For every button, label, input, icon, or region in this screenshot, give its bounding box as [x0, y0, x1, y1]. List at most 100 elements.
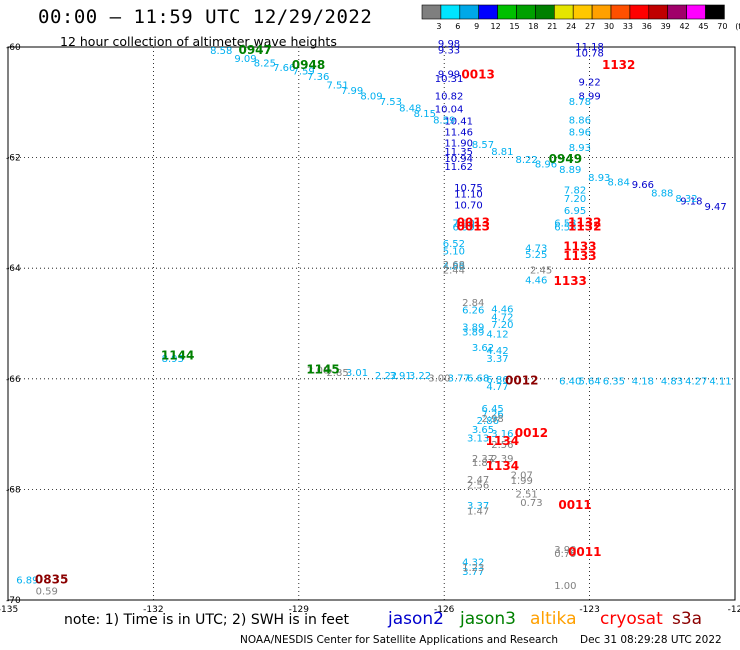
- swh-value-label: 3.37: [486, 354, 508, 365]
- satellite-legend-jason2: jason2: [388, 609, 444, 629]
- swh-value-label: 4.27: [685, 376, 707, 387]
- colorbar-tick-label: 70: [717, 22, 727, 31]
- y-tick-label: -62: [6, 154, 21, 164]
- swh-value-label: 5.10: [443, 246, 465, 257]
- colorbar-swatch: [516, 4, 536, 20]
- swh-value-label: 3.22: [409, 371, 431, 382]
- swh-value-label: 4.73: [525, 244, 547, 255]
- swh-value-label: 8.99: [578, 92, 600, 103]
- pass-time-label: 0013: [461, 68, 494, 82]
- swh-value-label: 2.44: [443, 266, 465, 277]
- swh-value-label: 10.31: [435, 74, 464, 85]
- swh-value-label: 11.18: [575, 42, 604, 53]
- swh-value-label: 3.99: [554, 545, 576, 556]
- swh-value-label: 4.46: [525, 276, 547, 287]
- colorbar-tick-label: 27: [585, 22, 595, 31]
- swh-value-label: 10.70: [454, 200, 483, 211]
- x-tick-label: -123: [579, 605, 599, 615]
- y-tick-label: -60: [6, 43, 21, 53]
- swh-value-label: 7.20: [564, 194, 586, 205]
- y-tick-label: -68: [6, 485, 21, 495]
- colorbar-swatch: [421, 4, 442, 20]
- swh-value-label: 9.33: [438, 46, 460, 57]
- plot-frame: [7, 46, 736, 601]
- swh-value-label: 10.82: [435, 92, 464, 103]
- plot-area: -135 -132 -129 -126 -123 -12 -60 -62 -64 -66 -68 -7…: [0, 39, 740, 615]
- swh-value-label: 1.23: [462, 563, 484, 574]
- swh-value-label: 2.56: [491, 440, 513, 451]
- swh-value-label: 7.26: [482, 410, 504, 421]
- pass-time-label: 1133: [563, 240, 596, 254]
- footer-credit: NOAA/NESDIS Center for Satellite Applica…: [240, 634, 558, 646]
- swh-value-label: 6.26: [462, 306, 484, 317]
- pass-time-label: 1134: [486, 459, 519, 473]
- swh-value-label: 9.18: [680, 197, 702, 208]
- swh-value-label: 6.89: [16, 575, 38, 586]
- y-tick-label: -64: [6, 264, 21, 274]
- swh-value-label: 4.83: [661, 376, 683, 387]
- swh-value-label: 11.62: [444, 162, 473, 173]
- swh-value-label: 3.37: [467, 501, 489, 512]
- colorbar-swatch: [648, 4, 668, 20]
- pass-time-label: 1133: [563, 249, 596, 263]
- pass-time-label: 0948: [292, 58, 325, 72]
- colorbar-swatch: [686, 4, 706, 20]
- swh-value-label: 0.79: [554, 549, 576, 560]
- satellite-legend-jason3: jason3: [460, 609, 516, 629]
- swh-value-label: 4.88: [443, 261, 465, 272]
- x-tick-label: -12: [728, 605, 740, 615]
- colorbar-tick-label: 24: [566, 22, 576, 31]
- colorbar-tick-label: 18: [528, 22, 538, 31]
- pass-time-label: 0011: [558, 498, 591, 512]
- colorbar-tick-label: 15: [509, 22, 519, 31]
- swh-value-label: 11.10: [454, 189, 483, 200]
- colorbar-tick-label: 33: [623, 22, 633, 31]
- satellite-legend-s3a: s3a: [672, 609, 703, 629]
- swh-value-label: 6.86: [486, 375, 508, 386]
- colorbar-tick-label: 3: [436, 22, 441, 31]
- colorbar-tick-label: 36: [642, 22, 652, 31]
- colorbar-tick-label: 21: [547, 22, 557, 31]
- units-note: note: 1) Time is in UTC; 2) SWH is in fe…: [64, 612, 350, 628]
- swh-value-label: 8.48: [399, 104, 421, 115]
- swh-value-label: 7.59: [293, 67, 315, 78]
- colorbar-swatch: [705, 4, 725, 20]
- swh-value-label: 5.64: [578, 376, 600, 387]
- swh-value-label: 2.85: [326, 368, 348, 379]
- colorbar-swatch: [459, 4, 479, 20]
- colorbar-tick-label: (ft): [735, 22, 740, 31]
- swh-value-label: 8.58: [210, 46, 232, 57]
- satellite-legend-altika: altika: [530, 609, 577, 629]
- swh-value-label: 3.16: [491, 429, 513, 440]
- swh-value-label: 9.99: [438, 69, 460, 80]
- swh-value-label: 0.73: [520, 498, 542, 509]
- swh-value-label: 3.65: [472, 425, 494, 436]
- colorbar-swatch: [591, 4, 612, 20]
- swh-value-label: 3.77: [448, 374, 470, 385]
- swh-value-label: 8.15: [414, 109, 436, 120]
- swh-value-label: 5.25: [525, 250, 547, 261]
- colorbar-swatch: [440, 4, 461, 20]
- swh-value-label: 0.59: [36, 586, 58, 597]
- colorbar-swatch: [535, 4, 555, 20]
- footer-timestamp: Dec 31 08:29:28 UTC 2022: [580, 634, 722, 646]
- colorbar-tick-label: 42: [680, 22, 690, 31]
- swh-value-label: 4.77: [486, 382, 508, 393]
- swh-value-label: 3.62: [472, 343, 494, 354]
- colorbar-tick-label: 12: [491, 22, 501, 31]
- swh-value-label: 6.35: [603, 376, 625, 387]
- swh-value-label: 1.00: [554, 581, 576, 592]
- swh-value-label: 8.93: [588, 173, 610, 184]
- colorbar-swatch: [610, 4, 631, 20]
- swh-value-label: 2.68: [443, 260, 465, 271]
- swh-value-label: 7.51: [326, 80, 348, 91]
- swh-value-label: 6.40: [559, 376, 581, 387]
- swh-value-label: 3.01: [346, 368, 368, 379]
- swh-value-label: 8.59: [433, 115, 455, 126]
- pass-time-label: 1132: [568, 216, 601, 230]
- swh-value-label: 3.89: [462, 323, 484, 334]
- swh-value-label: 6.68: [467, 374, 489, 385]
- pass-time-label: 0013: [457, 220, 490, 234]
